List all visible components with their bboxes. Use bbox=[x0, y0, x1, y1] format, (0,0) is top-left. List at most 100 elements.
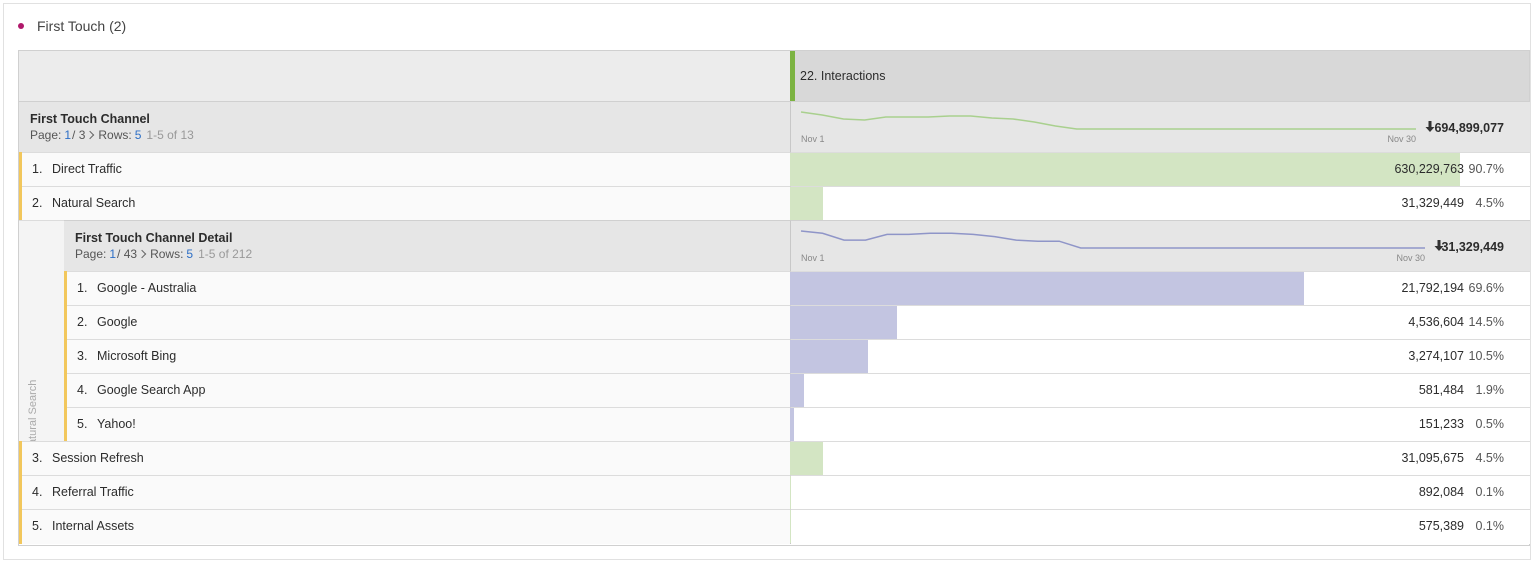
row-marker bbox=[19, 152, 22, 187]
row-name[interactable]: Referral Traffic bbox=[52, 485, 134, 499]
row-rank: 1. bbox=[32, 162, 43, 176]
row-value: 31,095,675 bbox=[1401, 451, 1464, 465]
row-right bbox=[790, 339, 1530, 374]
dimension-name[interactable]: First Touch Channel Detail bbox=[75, 231, 233, 245]
row-value: 581,484 bbox=[1418, 383, 1464, 397]
page-next[interactable] bbox=[86, 130, 95, 140]
row-name[interactable]: Google Search App bbox=[97, 383, 206, 397]
bar bbox=[790, 272, 1305, 305]
row-name[interactable]: Microsoft Bing bbox=[97, 349, 177, 363]
row-name[interactable]: Yahoo! bbox=[97, 417, 136, 431]
row-marker bbox=[64, 305, 67, 340]
row-value: 3,274,107 bbox=[1408, 349, 1464, 363]
row-value: 151,233 bbox=[1418, 417, 1464, 431]
row-share: 4.5% bbox=[1475, 196, 1505, 210]
row-share: 69.6% bbox=[1468, 281, 1504, 295]
row-marker bbox=[64, 271, 67, 306]
page-number[interactable]: 1 bbox=[64, 128, 72, 142]
page-label: Page: bbox=[75, 247, 107, 261]
rows-number[interactable]: 5 bbox=[186, 247, 194, 261]
row-left bbox=[64, 339, 790, 374]
bar bbox=[790, 153, 1461, 186]
header-left bbox=[19, 51, 790, 101]
row-left bbox=[64, 271, 790, 306]
dimension-header-right bbox=[790, 101, 1530, 153]
row-share: 0.5% bbox=[1475, 417, 1505, 431]
panel-title[interactable]: First Touch (2) bbox=[37, 18, 127, 34]
row-name[interactable]: Direct Traffic bbox=[52, 162, 122, 176]
sparkline-end: Nov 30 bbox=[1387, 134, 1416, 144]
row-marker bbox=[64, 339, 67, 374]
row-rank: 1. bbox=[77, 281, 88, 295]
row-left bbox=[19, 441, 790, 476]
row-rank: 4. bbox=[32, 485, 43, 499]
row-name[interactable]: Internal Assets bbox=[52, 519, 134, 533]
breakdown-label: Natural Search bbox=[27, 379, 39, 453]
bar bbox=[790, 476, 791, 509]
row-right bbox=[790, 373, 1530, 408]
bar bbox=[790, 408, 794, 441]
total-arrow bbox=[1434, 240, 1444, 251]
page-label: Page: bbox=[30, 128, 62, 142]
pagination: Page: 1/ 3 Rows: 5 1-5 of 13 bbox=[30, 128, 194, 142]
row-left bbox=[64, 305, 790, 340]
bar bbox=[790, 510, 791, 543]
title-dot bbox=[18, 23, 24, 29]
row-rank: 5. bbox=[77, 417, 88, 431]
page-count: / 43 bbox=[117, 247, 138, 261]
sparkline-end: Nov 30 bbox=[1396, 253, 1425, 263]
row-marker bbox=[64, 373, 67, 408]
row-right bbox=[790, 186, 1530, 221]
row-share: 1.9% bbox=[1475, 383, 1505, 397]
arrow-shape bbox=[1434, 240, 1444, 251]
page-next[interactable] bbox=[137, 249, 147, 259]
row-value: 630,229,763 bbox=[1394, 162, 1464, 176]
row-name[interactable]: Session Refresh bbox=[52, 451, 144, 465]
bar bbox=[790, 187, 824, 220]
row-rank: 3. bbox=[32, 451, 43, 465]
bar bbox=[790, 442, 824, 475]
row-name[interactable]: Google - Australia bbox=[97, 281, 197, 295]
metric-header bbox=[790, 51, 1529, 101]
row-value: 21,792,194 bbox=[1401, 281, 1464, 295]
dimension-name[interactable]: First Touch Channel bbox=[30, 112, 150, 126]
row-right bbox=[790, 441, 1530, 476]
bar bbox=[790, 374, 805, 407]
row-share: 10.5% bbox=[1468, 349, 1504, 363]
row-left bbox=[64, 407, 790, 442]
row-marker bbox=[19, 441, 22, 476]
row-rank: 2. bbox=[77, 315, 88, 329]
row-value: 892,084 bbox=[1418, 485, 1464, 499]
row-share: 4.5% bbox=[1475, 451, 1505, 465]
row-share: 0.1% bbox=[1475, 485, 1505, 499]
rows-label: Rows: bbox=[98, 128, 132, 142]
sparkline-start: Nov 1 bbox=[801, 134, 825, 144]
row-rank: 3. bbox=[77, 349, 88, 363]
row-left bbox=[19, 509, 790, 544]
row-marker bbox=[19, 186, 22, 221]
page-number[interactable]: 1 bbox=[109, 247, 117, 261]
metric-title[interactable]: 22. Interactions bbox=[800, 69, 886, 83]
row-name[interactable]: Natural Search bbox=[52, 196, 136, 210]
row-name[interactable]: Google bbox=[97, 315, 138, 329]
row-value: 4,536,604 bbox=[1408, 315, 1464, 329]
rows-number[interactable]: 5 bbox=[134, 128, 142, 142]
breakdown-strip bbox=[19, 220, 64, 442]
panel-frame bbox=[3, 3, 1531, 560]
row-range: 1-5 of 212 bbox=[198, 247, 253, 261]
row-rank: 5. bbox=[32, 519, 43, 533]
row-value: 575,389 bbox=[1418, 519, 1464, 533]
row-share: 90.7% bbox=[1468, 162, 1504, 176]
dimension-header-left bbox=[19, 101, 790, 153]
total-arrow bbox=[1425, 121, 1435, 132]
row-range: 1-5 of 13 bbox=[146, 128, 194, 142]
sparkline-start: Nov 1 bbox=[801, 253, 825, 263]
total-value: 31,329,449 bbox=[1441, 240, 1504, 254]
row-share: 14.5% bbox=[1468, 315, 1504, 329]
row-right bbox=[790, 305, 1530, 340]
pagination: Page: 1/ 43 Rows: 5 1-5 of 212 bbox=[75, 247, 252, 261]
row-right bbox=[790, 509, 1530, 544]
bar bbox=[790, 340, 868, 373]
row-share: 0.1% bbox=[1475, 519, 1505, 533]
